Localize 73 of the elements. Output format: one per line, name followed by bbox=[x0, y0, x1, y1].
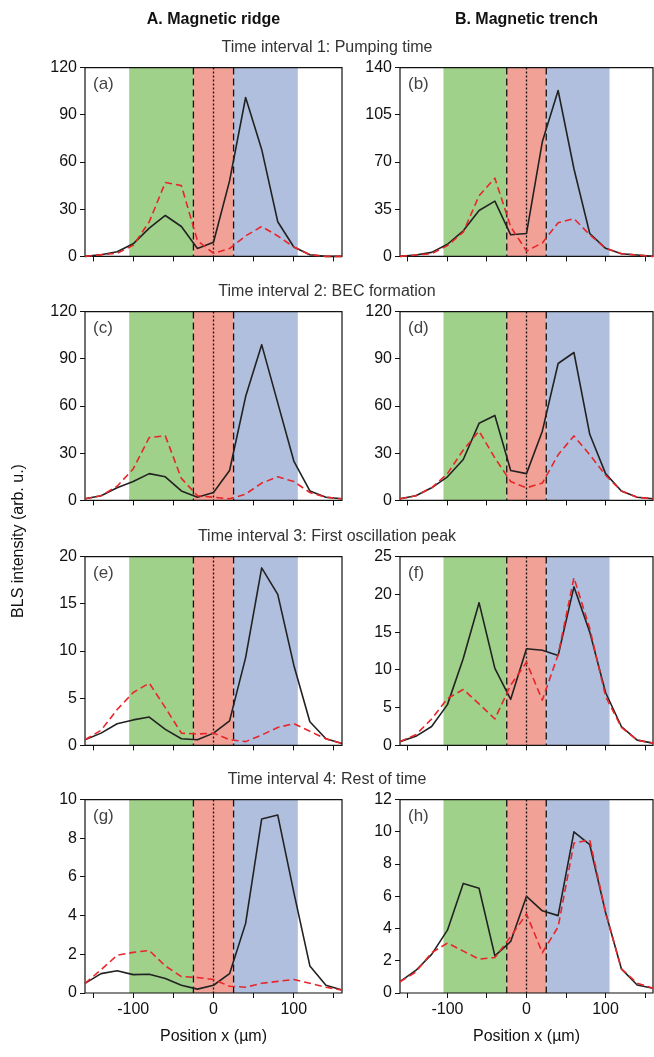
y-tick-label: 140 bbox=[365, 58, 393, 76]
y-tick-label: 90 bbox=[374, 349, 393, 367]
y-tick-label: 5 bbox=[383, 698, 393, 716]
y-tick-label: 90 bbox=[59, 349, 78, 367]
chart-title: (e) bbox=[93, 562, 114, 582]
y-tick-label: 30 bbox=[59, 199, 78, 217]
x-tick-label: 100 bbox=[280, 1000, 308, 1018]
y-tick-label: 20 bbox=[374, 584, 393, 602]
y-tick-label: 30 bbox=[374, 443, 393, 461]
y-tick-label: 0 bbox=[68, 246, 78, 264]
line-series bbox=[84, 181, 343, 258]
chart-title: (h) bbox=[408, 805, 429, 825]
y-tick-label: 8 bbox=[383, 854, 393, 872]
y-tick-label: 0 bbox=[383, 735, 393, 753]
y-tick-label: 0 bbox=[383, 490, 393, 508]
chart-title: (b) bbox=[408, 73, 429, 93]
chart-subtitle: Time interval 1: Pumping time bbox=[220, 38, 434, 56]
y-tick-label: 35 bbox=[374, 199, 393, 217]
chart-subtitle: Time interval 2: BEC formation bbox=[217, 282, 437, 300]
y-tick-label: 120 bbox=[50, 302, 78, 320]
chart-title: (g) bbox=[93, 805, 114, 825]
text: B. Magnetic trench bbox=[453, 10, 600, 28]
y-tick-label: 4 bbox=[68, 906, 78, 924]
y-tick-label: 25 bbox=[374, 547, 393, 565]
y-tick-label: 4 bbox=[383, 918, 393, 936]
y-tick-label: 120 bbox=[50, 58, 78, 76]
chart-title: (d) bbox=[408, 317, 429, 337]
x-tick-label: -100 bbox=[117, 1000, 150, 1018]
y-tick-label: 105 bbox=[365, 105, 393, 123]
y-tick-label: 6 bbox=[383, 886, 393, 904]
y-tick-label: 70 bbox=[374, 152, 393, 170]
y-tick-label: 2 bbox=[68, 944, 78, 962]
y-tick-label: 10 bbox=[374, 660, 393, 678]
y-tick-label: 12 bbox=[374, 790, 393, 808]
y-tick-label: 8 bbox=[68, 828, 78, 846]
line-series bbox=[84, 435, 343, 500]
x-axis-title: Position x (µm) bbox=[159, 1027, 268, 1045]
line-series bbox=[399, 430, 654, 500]
chart-subtitle: Time interval 4: Rest of time bbox=[226, 770, 428, 788]
y-tick-label: 20 bbox=[59, 547, 78, 565]
line-series bbox=[84, 949, 343, 991]
y-axis-title: BLS intensity (arb. u.) bbox=[9, 463, 27, 620]
chart-title: (c) bbox=[93, 317, 113, 337]
y-tick-label: 60 bbox=[59, 152, 78, 170]
y-tick-label: 10 bbox=[59, 641, 78, 659]
y-tick-label: 90 bbox=[59, 105, 78, 123]
y-tick-label: 0 bbox=[68, 983, 78, 1001]
y-tick-label: 60 bbox=[374, 396, 393, 414]
chart-title: (a) bbox=[93, 73, 114, 93]
x-tick-label: -100 bbox=[431, 1000, 464, 1018]
y-tick-label: 0 bbox=[383, 983, 393, 1001]
chart-title: (f) bbox=[408, 562, 425, 582]
y-tick-label: 2 bbox=[383, 951, 393, 969]
y-tick-label: 15 bbox=[59, 594, 78, 612]
x-tick-label: 0 bbox=[522, 1000, 532, 1018]
x-tick-label: 0 bbox=[209, 1000, 219, 1018]
line-series bbox=[399, 177, 654, 258]
y-tick-label: 120 bbox=[365, 302, 393, 320]
y-tick-label: 6 bbox=[68, 867, 78, 885]
y-tick-label: 10 bbox=[59, 790, 78, 808]
y-tick-label: 60 bbox=[59, 396, 78, 414]
y-tick-label: 0 bbox=[68, 735, 78, 753]
y-tick-label: 5 bbox=[68, 688, 78, 706]
y-tick-label: 15 bbox=[374, 622, 393, 640]
x-tick-label: 100 bbox=[592, 1000, 620, 1018]
x-axis-title: Position x (µm) bbox=[472, 1027, 581, 1045]
line-series bbox=[84, 682, 343, 745]
y-tick-label: 30 bbox=[59, 443, 78, 461]
y-tick-label: 10 bbox=[374, 822, 393, 840]
y-tick-label: 0 bbox=[383, 246, 393, 264]
y-tick-label: 0 bbox=[68, 490, 78, 508]
chart-subtitle: Time interval 3: First oscillation peak bbox=[197, 527, 457, 544]
text: A. Magnetic ridge bbox=[145, 10, 282, 28]
